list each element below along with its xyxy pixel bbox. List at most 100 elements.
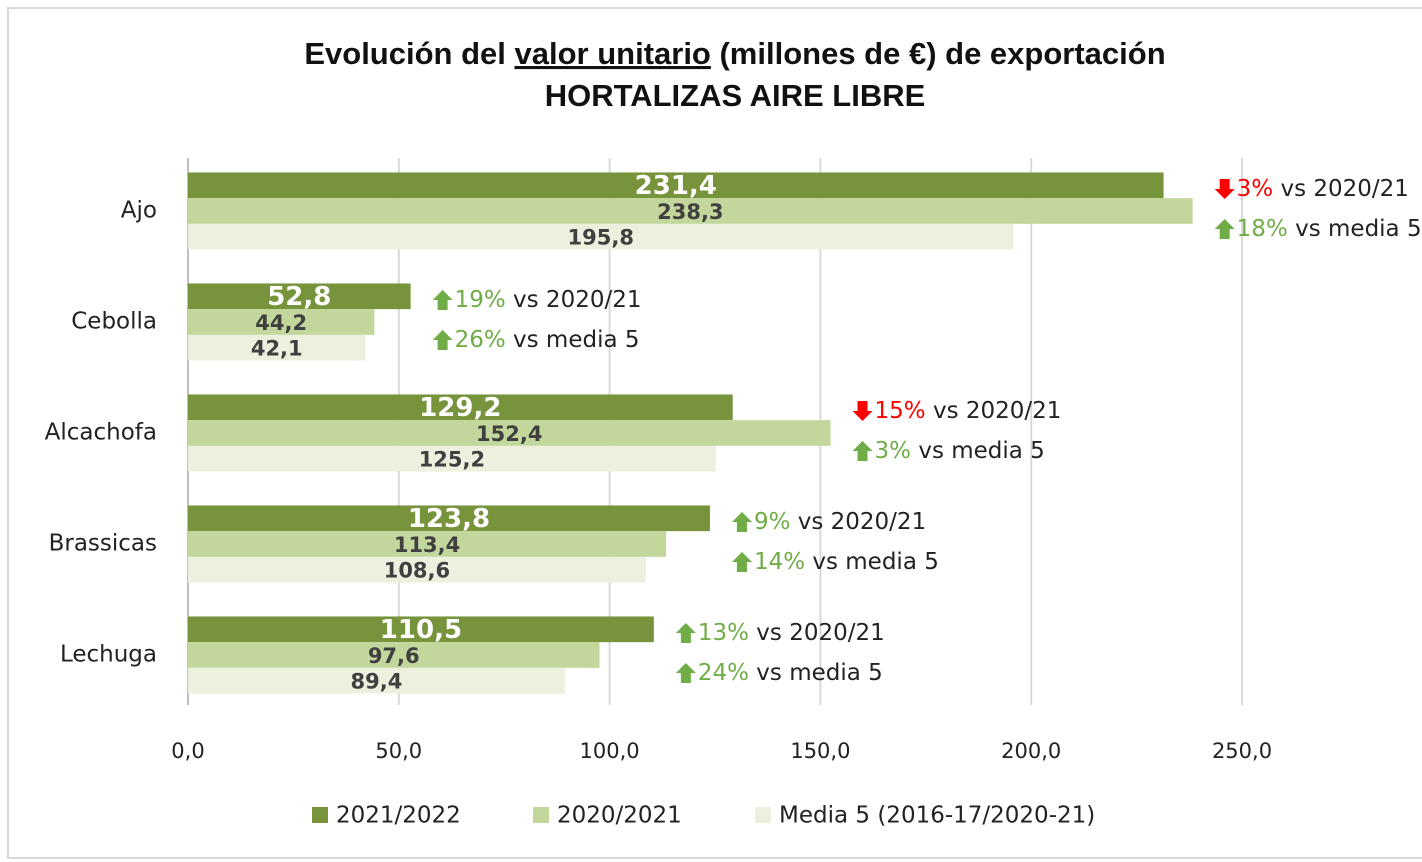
- annotation-percent: 26%: [455, 327, 506, 353]
- legend-swatch: [533, 807, 549, 823]
- bar: [188, 334, 366, 361]
- annotation-label: vs media 5: [805, 549, 939, 575]
- value-label: 231,4: [635, 171, 717, 201]
- direction-arrow: [852, 401, 873, 421]
- legend-label: 2020/2021: [557, 803, 682, 829]
- title-underlined: valor unitario: [515, 36, 711, 71]
- annotation-percent: 13%: [698, 620, 749, 646]
- legend-label: Media 5 (2016-17/2020-21): [779, 803, 1095, 829]
- direction-arrow: [852, 441, 873, 461]
- bar: [188, 556, 646, 583]
- value-label: 108,6: [384, 559, 450, 583]
- category-label: Brassicas: [49, 531, 157, 557]
- value-label: 97,6: [368, 644, 420, 668]
- annotation-text: 3% vs 2020/21: [1237, 176, 1409, 202]
- value-label: 238,3: [657, 200, 723, 224]
- annotation: 3% vs 2020/21: [1214, 176, 1409, 202]
- annotation-label: vs media 5: [1288, 216, 1422, 242]
- bar: [188, 667, 565, 694]
- annotation-percent: 14%: [754, 549, 805, 575]
- title-part: Evolución del: [304, 36, 514, 71]
- annotation-label: vs 2020/21: [790, 509, 926, 535]
- x-tick-label: 50,0: [375, 739, 422, 763]
- annotation-percent: 15%: [875, 398, 926, 424]
- annotation: 18% vs media 5: [1214, 216, 1422, 242]
- annotation-percent: 3%: [1237, 176, 1274, 202]
- bar: [188, 616, 654, 643]
- direction-arrow: [675, 663, 696, 683]
- annotation-percent: 9%: [754, 509, 791, 535]
- bar: [188, 172, 1164, 199]
- annotation-label: vs 2020/21: [1273, 176, 1409, 202]
- annotation-text: 26% vs media 5: [455, 327, 640, 353]
- annotation-text: 19% vs 2020/21: [455, 287, 642, 313]
- annotation: 15% vs 2020/21: [852, 398, 1062, 424]
- annotation: 26% vs media 5: [432, 327, 640, 353]
- annotation-percent: 18%: [1237, 216, 1288, 242]
- direction-arrow: [432, 330, 453, 350]
- bar: [188, 445, 716, 472]
- bar: [188, 642, 600, 668]
- annotation: 19% vs 2020/21: [432, 287, 642, 313]
- value-label: 42,1: [251, 337, 303, 361]
- value-label: 110,5: [380, 615, 462, 645]
- bar: [188, 198, 1193, 224]
- bar: [188, 505, 710, 532]
- legend-swatch: [755, 807, 771, 823]
- value-label: 129,2: [419, 393, 501, 423]
- annotation: 13% vs 2020/21: [675, 620, 885, 646]
- value-label: 123,8: [408, 504, 490, 534]
- bar: [188, 394, 733, 421]
- direction-arrow: [432, 290, 453, 310]
- annotation-label: vs 2020/21: [749, 620, 885, 646]
- x-tick-label: 250,0: [1212, 739, 1272, 763]
- category-label: Lechuga: [60, 642, 157, 668]
- bar: [188, 223, 1014, 250]
- bar: [188, 309, 375, 335]
- annotation-percent: 24%: [698, 660, 749, 686]
- annotation-text: 15% vs 2020/21: [875, 398, 1062, 424]
- value-label: 125,2: [419, 448, 485, 472]
- x-tick-label: 0,0: [171, 739, 204, 763]
- value-label: 152,4: [476, 422, 542, 446]
- value-label: 44,2: [255, 311, 307, 335]
- annotation-text: 13% vs 2020/21: [698, 620, 885, 646]
- annotation: 24% vs media 5: [675, 660, 883, 686]
- bar: [188, 283, 411, 310]
- annotation-text: 18% vs media 5: [1237, 216, 1422, 242]
- annotation-text: 14% vs media 5: [754, 549, 939, 575]
- chart-title: Evolución del valor unitario (millones d…: [304, 36, 1165, 71]
- direction-arrow: [1214, 219, 1235, 239]
- annotation-percent: 19%: [455, 287, 506, 313]
- x-tick-label: 200,0: [1001, 739, 1061, 763]
- direction-arrow: [1214, 179, 1235, 199]
- annotation-label: vs 2020/21: [506, 287, 642, 313]
- x-tick-label: 100,0: [580, 739, 640, 763]
- bar: [188, 420, 831, 446]
- annotation-percent: 3%: [875, 438, 912, 464]
- x-tick-label: 150,0: [790, 739, 850, 763]
- value-label: 113,4: [394, 533, 460, 557]
- value-label: 89,4: [351, 670, 403, 694]
- category-label: Alcachofa: [45, 420, 157, 446]
- annotation-text: 9% vs 2020/21: [754, 509, 926, 535]
- annotation-label: vs 2020/21: [926, 398, 1062, 424]
- category-label: Cebolla: [71, 309, 157, 335]
- annotation-text: 3% vs media 5: [875, 438, 1045, 464]
- direction-arrow: [731, 512, 752, 532]
- value-label: 52,8: [267, 282, 331, 312]
- value-label: 195,8: [568, 226, 634, 250]
- annotation-label: vs media 5: [506, 327, 640, 353]
- chart-subtitle: HORTALIZAS AIRE LIBRE: [545, 78, 926, 113]
- annotation-label: vs media 5: [749, 660, 883, 686]
- legend-swatch: [312, 807, 328, 823]
- annotation: 3% vs media 5: [852, 438, 1045, 464]
- annotation: 14% vs media 5: [731, 549, 939, 575]
- annotation: 9% vs 2020/21: [731, 509, 926, 535]
- category-label: Ajo: [121, 198, 157, 224]
- legend-label: 2021/2022: [336, 803, 461, 829]
- bar: [188, 531, 667, 557]
- annotation-label: vs media 5: [911, 438, 1045, 464]
- direction-arrow: [731, 552, 752, 572]
